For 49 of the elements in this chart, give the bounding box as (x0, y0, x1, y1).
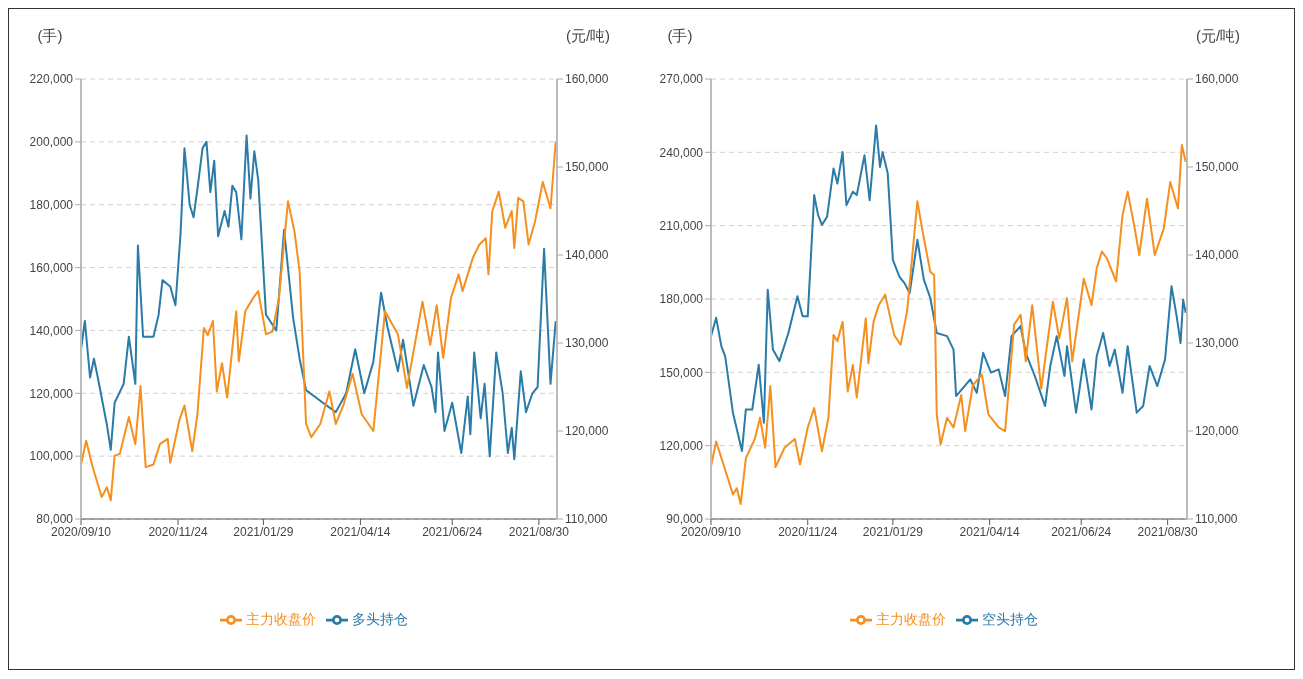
y-tick-label: 160,000 (29, 260, 74, 275)
y2-tick-label: 160,000 (565, 72, 609, 87)
y-tick-label: 150,000 (659, 365, 704, 380)
x-tick-label: 2021/04/14 (959, 524, 1020, 539)
legend-label: 空头持仓 (982, 610, 1038, 627)
legend-label: 主力收盘价 (246, 610, 316, 627)
y2-tick-label: 150,000 (1195, 160, 1239, 175)
y-tick-label: 210,000 (659, 218, 704, 233)
y-tick-label: 240,000 (659, 145, 704, 160)
line-series (711, 144, 1187, 506)
y2-tick-label: 130,000 (1195, 336, 1239, 351)
x-tick-label: 2021/01/29 (233, 524, 294, 539)
y-tick-label: 100,000 (29, 449, 74, 464)
y-axis-title: (手) (37, 27, 63, 44)
y-tick-label: 120,000 (29, 386, 74, 401)
y-tick-label: 220,000 (29, 72, 74, 87)
x-tick-label: 2021/08/30 (508, 524, 570, 539)
x-tick-label: 2020/11/24 (148, 524, 208, 539)
y-tick-label: 180,000 (659, 292, 704, 307)
x-tick-label: 2021/06/24 (1051, 524, 1112, 539)
y2-axis-title: (元/吨) (565, 27, 611, 44)
y-tick-label: 120,000 (659, 438, 704, 453)
y2-tick-label: 120,000 (565, 424, 609, 439)
y-axis-title: (手) (667, 27, 693, 44)
legend-label: 主力收盘价 (876, 610, 946, 627)
y2-tick-label: 120,000 (1195, 424, 1239, 439)
y-tick-label: 80,000 (36, 512, 74, 527)
y2-axis-title: (元/吨) (1195, 27, 1241, 44)
y2-tick-label: 160,000 (1195, 72, 1239, 87)
x-tick-label: 2020/11/24 (778, 524, 838, 539)
x-tick-label: 2021/01/29 (862, 524, 924, 539)
legend-label: 多头持仓 (352, 610, 408, 627)
y2-tick-label: 130,000 (565, 336, 609, 351)
y2-tick-label: 140,000 (1195, 248, 1239, 263)
y-tick-label: 90,000 (666, 512, 704, 527)
x-tick-label: 2021/04/14 (330, 524, 391, 539)
y2-tick-label: 150,000 (565, 160, 609, 175)
y2-tick-label: 110,000 (1195, 512, 1238, 527)
x-tick-label: 2021/06/24 (422, 524, 483, 539)
x-tick-label: 2020/09/10 (50, 524, 112, 539)
x-tick-label: 2020/09/10 (680, 524, 742, 539)
y-tick-label: 270,000 (659, 72, 704, 87)
x-tick-label: 2021/08/30 (1137, 524, 1198, 539)
y2-tick-label: 110,000 (565, 512, 608, 527)
y-tick-label: 140,000 (29, 323, 74, 338)
y2-tick-label: 140,000 (565, 248, 609, 263)
y-tick-label: 180,000 (29, 197, 74, 212)
y-tick-label: 200,000 (29, 135, 74, 150)
line-series (711, 124, 1187, 453)
